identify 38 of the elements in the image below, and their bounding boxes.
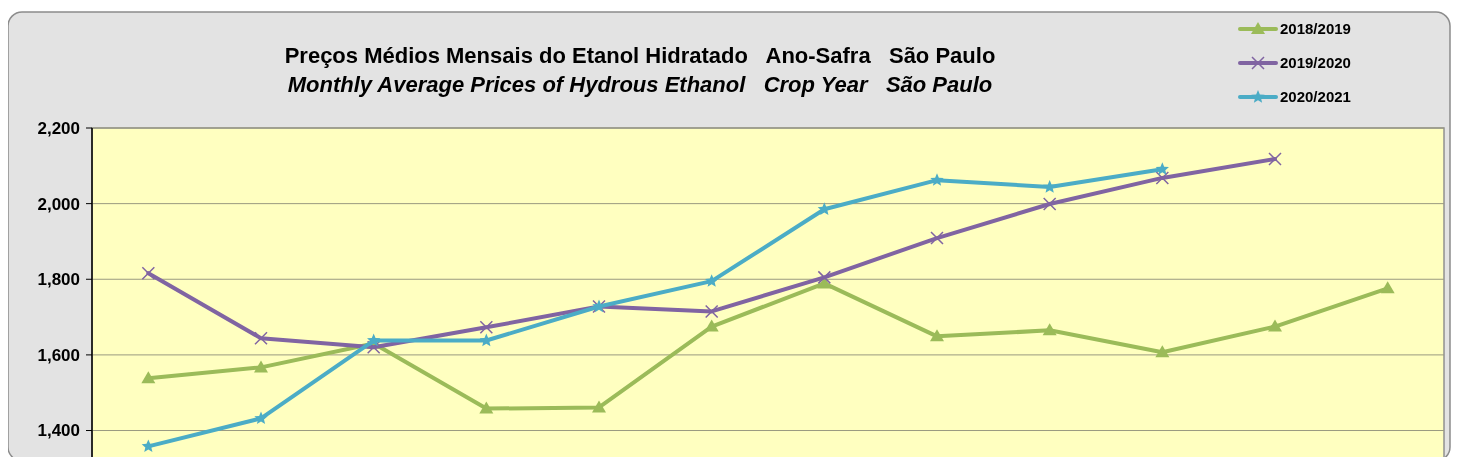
legend-label: 2020/2021 [1280,88,1351,106]
point [479,333,493,347]
point [254,411,268,425]
y-tick-label: 2,000 [37,194,80,214]
point [479,401,494,414]
point [1380,281,1395,294]
point [141,266,156,280]
point [1042,197,1057,211]
point [1268,319,1282,332]
point [817,270,832,285]
point [1043,179,1057,193]
point [254,360,268,373]
point [930,173,944,186]
legend-label: 2018/2019 [1280,20,1351,38]
point [254,331,268,346]
point [1268,152,1282,166]
point [817,202,831,215]
point [705,274,719,287]
legend-label: 2019/2020 [1280,54,1351,72]
point [592,400,606,413]
point [479,320,494,335]
y-tick-label: 1,800 [37,270,80,290]
point [1155,162,1169,175]
point [930,329,944,342]
point [1155,345,1170,358]
y-tick-label: 1,600 [37,345,80,365]
point [141,371,156,384]
y-tick-label: 2,200 [37,118,80,138]
point [366,340,381,355]
chart-title: Preços Médios Mensais do Etanol Hidratado Ano-Safra São Paulo [284,43,996,68]
y-tick-label: 1,400 [37,421,80,441]
point [704,319,719,332]
point [1155,171,1170,185]
chart-subtitle: Monthly Average Prices of Hydrous Ethanol Crop Year São Paulo [287,72,993,97]
point [141,439,155,453]
point [930,231,944,245]
point [704,304,719,319]
point [1042,323,1057,336]
